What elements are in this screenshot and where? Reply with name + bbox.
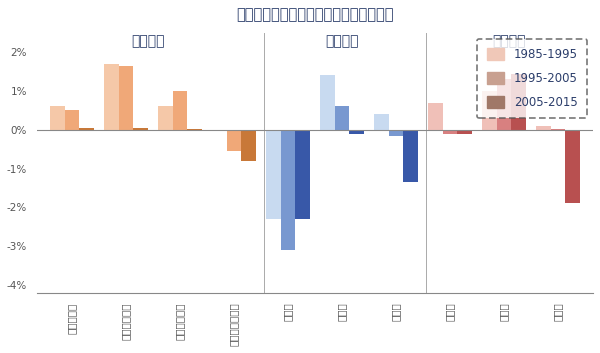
Bar	[295, 130, 310, 219]
Bar	[457, 130, 472, 134]
Bar	[374, 114, 389, 130]
Bar	[389, 130, 403, 136]
Bar	[335, 107, 349, 130]
Bar	[565, 130, 580, 203]
Bar	[187, 129, 202, 130]
Bar	[104, 64, 119, 130]
Bar	[497, 79, 511, 130]
Bar	[65, 110, 79, 130]
Bar	[281, 130, 295, 250]
Bar	[133, 128, 148, 130]
Text: 低スキル: 低スキル	[131, 34, 164, 48]
Bar	[173, 91, 187, 130]
Bar	[536, 126, 551, 130]
Bar	[119, 66, 133, 130]
Bar	[158, 107, 173, 130]
Bar	[511, 73, 526, 130]
Bar	[227, 130, 241, 151]
Legend: 1985-1995, 1995-2005, 2005-2015: 1985-1995, 1995-2005, 2005-2015	[477, 39, 587, 118]
Title: 日本における職業別就業者シェアの変化: 日本における職業別就業者シェアの変化	[236, 7, 394, 22]
Bar	[443, 130, 457, 134]
Bar	[403, 130, 418, 182]
Bar	[482, 91, 497, 130]
Text: 中スキル: 中スキル	[325, 34, 359, 48]
Bar	[266, 130, 281, 219]
Bar	[50, 107, 65, 130]
Bar	[349, 130, 364, 134]
Bar	[320, 76, 335, 130]
Bar	[241, 130, 256, 161]
Bar	[428, 103, 443, 130]
Bar	[79, 128, 94, 130]
Text: 高スキル: 高スキル	[493, 34, 526, 48]
Bar	[551, 129, 565, 130]
